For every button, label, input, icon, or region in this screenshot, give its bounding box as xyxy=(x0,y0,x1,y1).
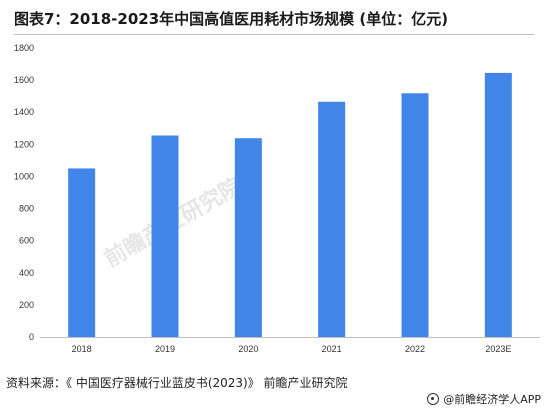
bar-2022 xyxy=(401,93,429,337)
y-tick-label: 1600 xyxy=(14,75,34,85)
circle-logo-icon xyxy=(427,393,440,405)
y-tick-label: 200 xyxy=(19,300,34,310)
y-tick-label: 1400 xyxy=(14,107,34,117)
y-tick-label: 400 xyxy=(19,268,34,278)
bar-2019 xyxy=(151,135,179,337)
x-tick-label: 2022 xyxy=(405,344,425,354)
source-note: 资料来源：《 中国医疗器械行业蓝皮书(2023)》 前瞻产业研究院 xyxy=(6,376,348,390)
bar-2020 xyxy=(234,138,262,337)
bar-2018 xyxy=(68,168,96,337)
y-axis: 0 200 400 600 800 1000 1200 1400 1600 1800 xyxy=(14,43,34,342)
brand-credit: @前瞻经济学人APP xyxy=(427,391,541,407)
x-tick-label: 2023E xyxy=(485,344,511,354)
x-axis: 2018 2019 2020 2021 2022 2023E xyxy=(40,337,540,354)
y-tick-label: 0 xyxy=(29,332,34,342)
bar-2023E xyxy=(484,72,512,337)
x-tick-label: 2019 xyxy=(155,344,175,354)
chart-title: 图表7：2018-2023年中国高值医用耗材市场规模 (单位：亿元) xyxy=(14,10,449,28)
y-tick-label: 800 xyxy=(19,204,34,214)
x-tick-label: 2020 xyxy=(238,344,258,354)
title-divider xyxy=(14,34,534,35)
x-tick-label: 2018 xyxy=(72,344,92,354)
y-tick-label: 1200 xyxy=(14,139,34,149)
bar-2021 xyxy=(318,101,346,338)
y-tick-label: 1000 xyxy=(14,171,34,181)
x-tick-label: 2021 xyxy=(322,344,342,354)
y-tick-label: 1800 xyxy=(14,43,34,53)
bars xyxy=(68,72,512,338)
brand-text: @前瞻经济学人APP xyxy=(443,393,541,406)
y-tick-label: 600 xyxy=(19,236,34,246)
